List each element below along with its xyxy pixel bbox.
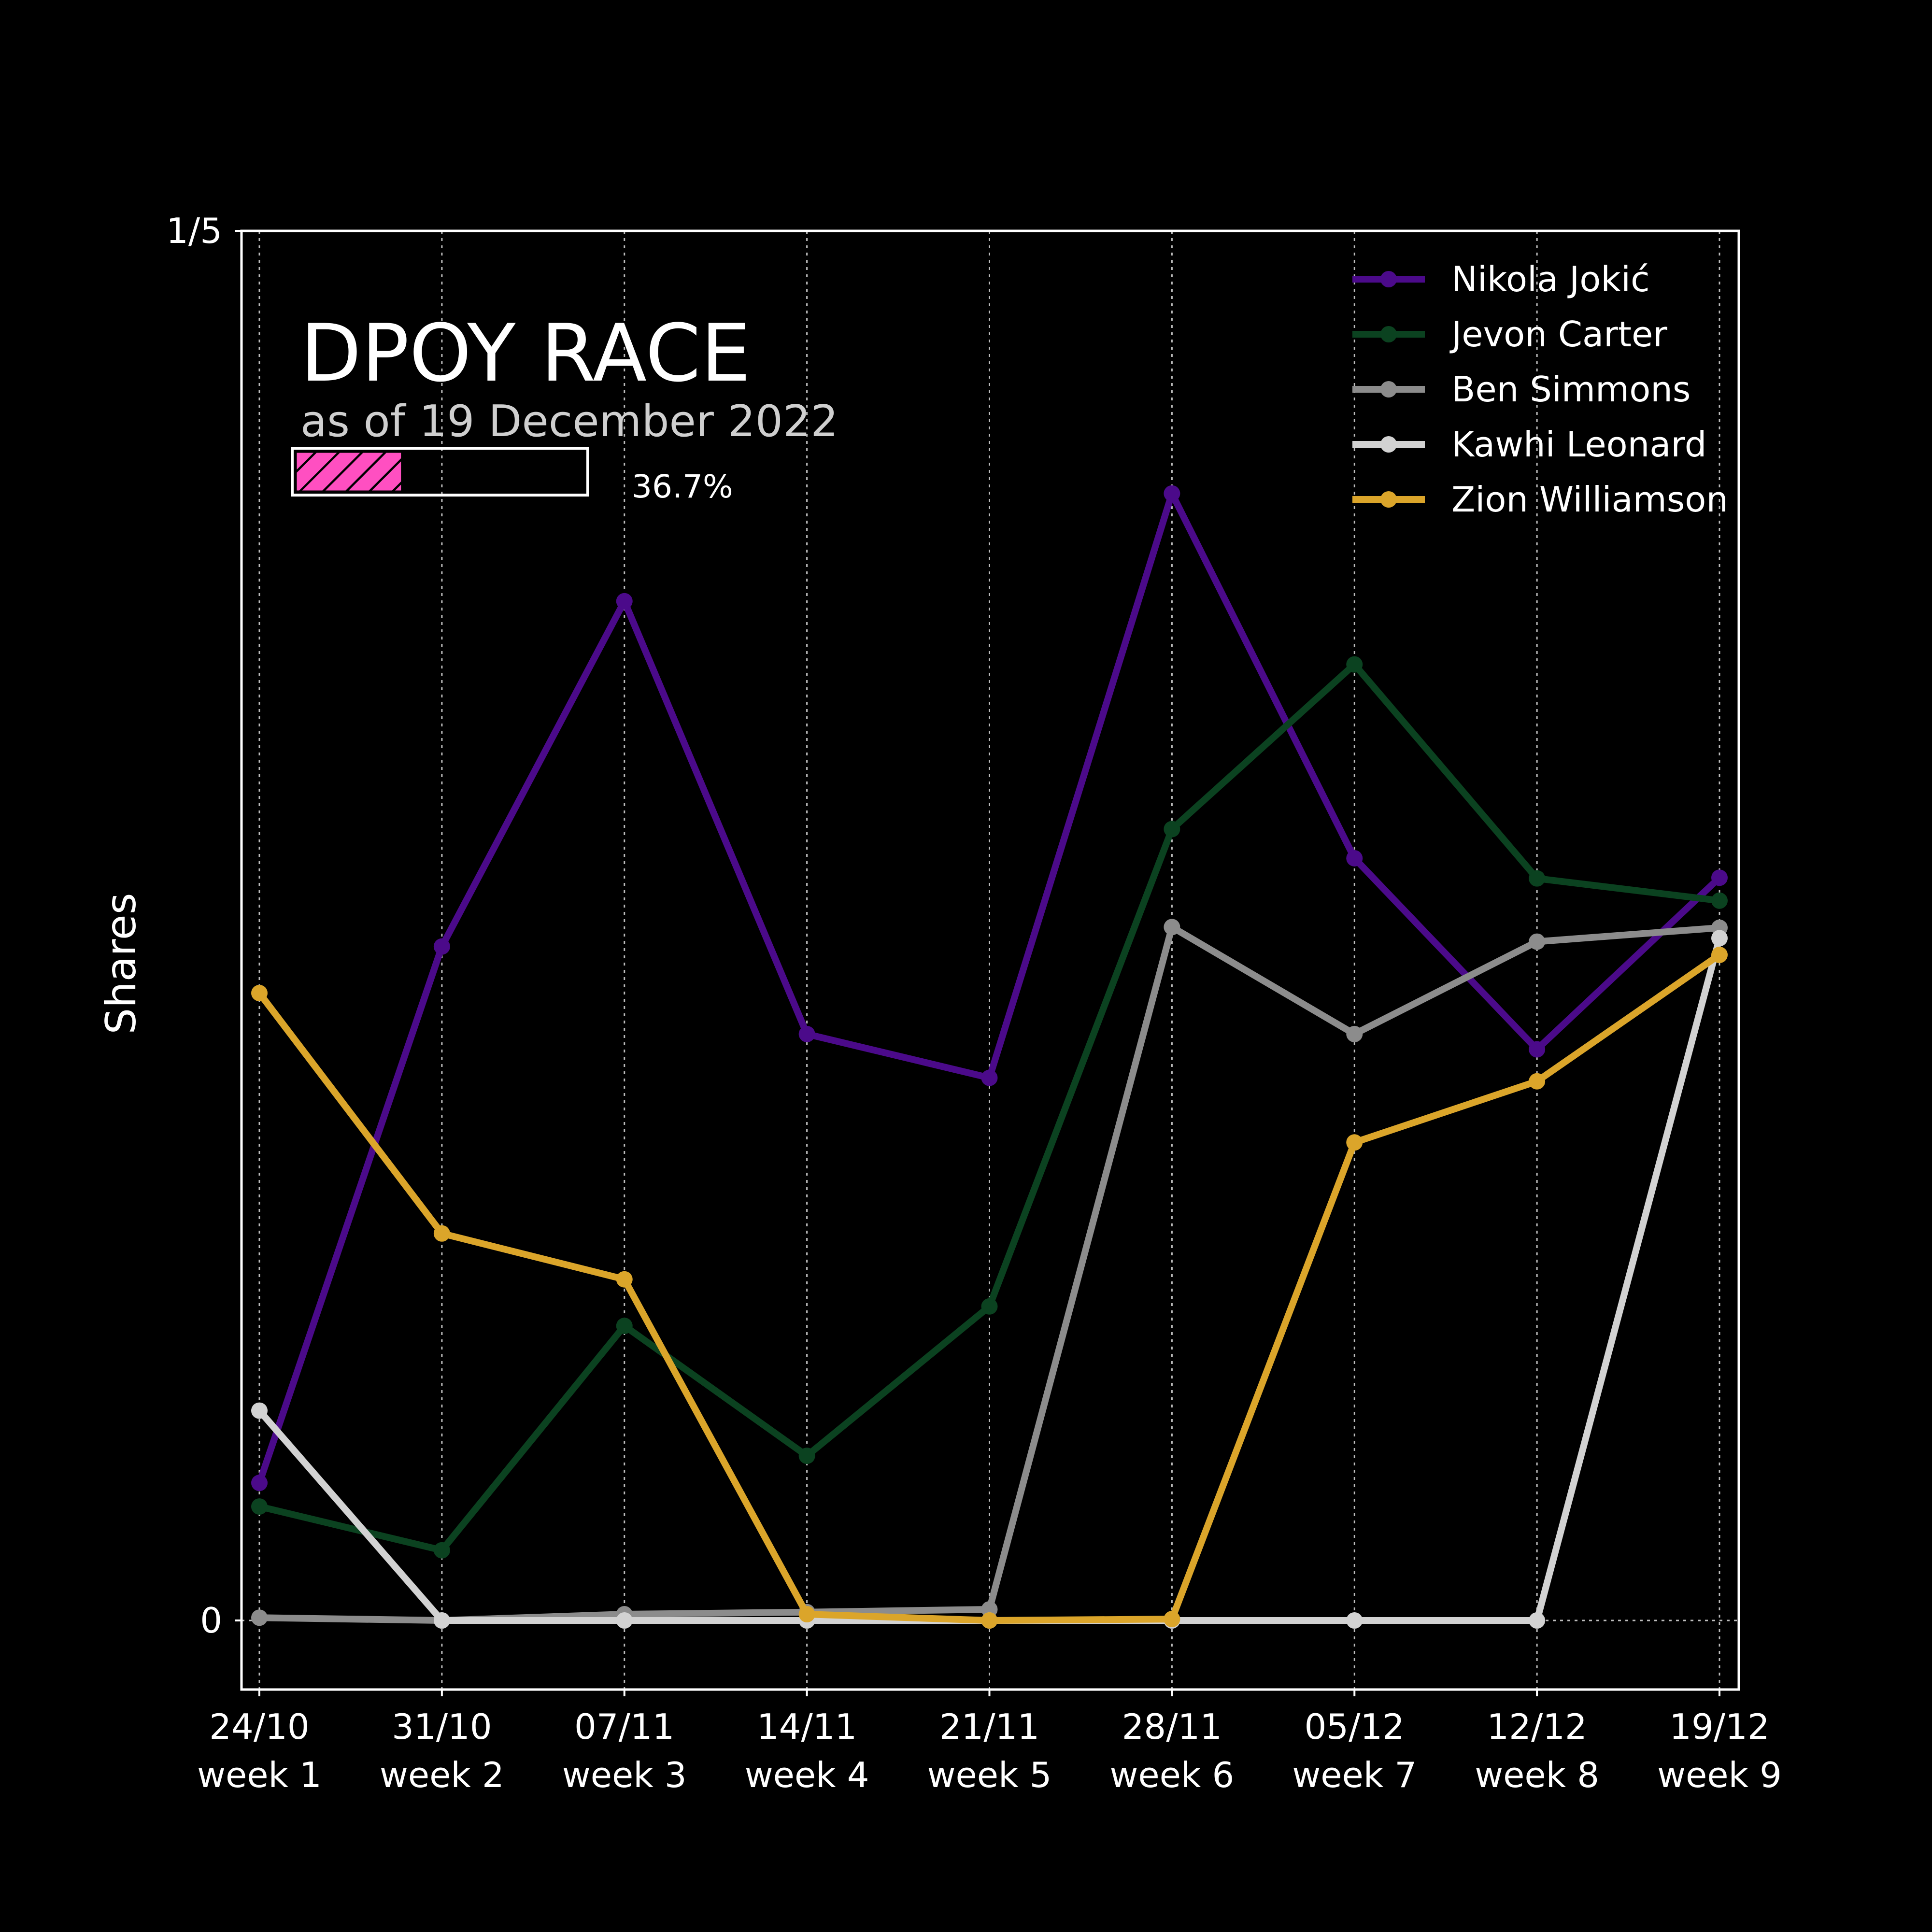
x-tick-label-week: week 7 bbox=[1292, 1755, 1417, 1795]
data-point bbox=[251, 1609, 268, 1626]
legend-swatch-marker bbox=[1380, 326, 1397, 342]
legend-label: Nikola Jokić bbox=[1451, 259, 1650, 299]
data-point bbox=[1164, 821, 1180, 838]
legend-label: Zion Williamson bbox=[1451, 479, 1728, 520]
data-point bbox=[1529, 1073, 1546, 1090]
data-point bbox=[1711, 892, 1728, 909]
data-point bbox=[798, 1025, 815, 1042]
data-point bbox=[1346, 1025, 1363, 1042]
y-tick-label: 1/5 bbox=[166, 211, 222, 251]
data-point bbox=[981, 1069, 998, 1086]
legend-swatch-marker bbox=[1380, 271, 1397, 287]
x-tick-label-date: 24/10 bbox=[209, 1706, 310, 1747]
data-point bbox=[1711, 869, 1728, 886]
legend-swatch-marker bbox=[1380, 491, 1397, 508]
data-point bbox=[616, 1612, 633, 1629]
y-axis-label: Shares bbox=[97, 893, 145, 1035]
data-point bbox=[1346, 1612, 1363, 1629]
x-tick-label-week: week 3 bbox=[562, 1755, 687, 1795]
x-tick-label-week: week 4 bbox=[745, 1755, 869, 1795]
series-lines bbox=[251, 485, 1728, 1629]
data-point bbox=[433, 1612, 450, 1629]
data-point bbox=[616, 1318, 633, 1335]
x-tick-label-date: 19/12 bbox=[1669, 1706, 1770, 1747]
data-point bbox=[1346, 656, 1363, 673]
legend-swatch-marker bbox=[1380, 436, 1397, 453]
progress-bar-track bbox=[291, 447, 589, 497]
x-tick-label-week: week 8 bbox=[1475, 1755, 1599, 1795]
x-ticks: 24/10 week 1 31/10 week 2 07/11 week 3 14/11 we… bbox=[197, 1690, 1782, 1795]
data-point bbox=[1711, 946, 1728, 963]
legend-swatch-marker bbox=[1380, 381, 1397, 398]
data-point bbox=[1711, 930, 1728, 947]
data-point bbox=[251, 1402, 268, 1419]
data-point bbox=[1164, 1611, 1180, 1628]
chart-subtitle: as of 19 December 2022 bbox=[300, 396, 838, 447]
y-tick-label: 0 bbox=[200, 1600, 222, 1641]
data-point bbox=[251, 985, 268, 1002]
x-tick-label-date: 21/11 bbox=[939, 1706, 1040, 1747]
data-point bbox=[1529, 1612, 1546, 1629]
chart-title: DPOY RACE bbox=[300, 307, 751, 399]
x-tick-label-date: 31/10 bbox=[392, 1706, 492, 1747]
x-tick-label-week: week 1 bbox=[197, 1755, 322, 1795]
plot-area bbox=[242, 231, 1739, 1690]
data-point bbox=[433, 1225, 450, 1242]
plot-frame bbox=[240, 229, 1740, 1691]
data-point bbox=[251, 1475, 268, 1492]
data-point bbox=[1346, 1134, 1363, 1151]
x-tick-label-date: 28/11 bbox=[1122, 1706, 1222, 1747]
data-point bbox=[433, 938, 450, 955]
data-point bbox=[1529, 870, 1546, 887]
data-point bbox=[1529, 1041, 1546, 1058]
data-point bbox=[798, 1606, 815, 1623]
data-point bbox=[251, 1498, 268, 1515]
legend-label: Jevon Carter bbox=[1449, 314, 1667, 355]
data-point bbox=[616, 593, 633, 610]
data-point bbox=[433, 1542, 450, 1559]
progress-bar-fill bbox=[295, 451, 403, 492]
x-tick-label-date: 12/12 bbox=[1487, 1706, 1587, 1747]
legend-label: Kawhi Leonard bbox=[1451, 424, 1706, 465]
x-tick-label-week: week 9 bbox=[1657, 1755, 1782, 1795]
x-tick-label-date: 07/11 bbox=[574, 1706, 675, 1747]
data-point bbox=[1346, 850, 1363, 867]
progress-label: 36.7% bbox=[632, 468, 733, 505]
y-ticks: 0 1/5 bbox=[166, 211, 242, 1641]
data-point bbox=[981, 1298, 998, 1315]
x-tick-label-week: week 5 bbox=[927, 1755, 1052, 1795]
data-point bbox=[1164, 919, 1180, 936]
data-point bbox=[1529, 933, 1546, 950]
data-point bbox=[1164, 485, 1180, 502]
x-tick-label-week: week 6 bbox=[1109, 1755, 1234, 1795]
data-point bbox=[981, 1612, 998, 1629]
legend-label: Ben Simmons bbox=[1451, 369, 1690, 410]
legend: Nikola Jokić Jevon Carter Ben Simmons Kawhi… bbox=[1352, 259, 1728, 520]
x-tick-label-date: 05/12 bbox=[1305, 1706, 1405, 1747]
progress-indicator: 36.7% bbox=[291, 447, 733, 505]
x-tick-label-week: week 2 bbox=[380, 1755, 504, 1795]
data-point bbox=[798, 1448, 815, 1464]
data-point bbox=[616, 1271, 633, 1288]
x-tick-label-date: 14/11 bbox=[757, 1706, 857, 1747]
